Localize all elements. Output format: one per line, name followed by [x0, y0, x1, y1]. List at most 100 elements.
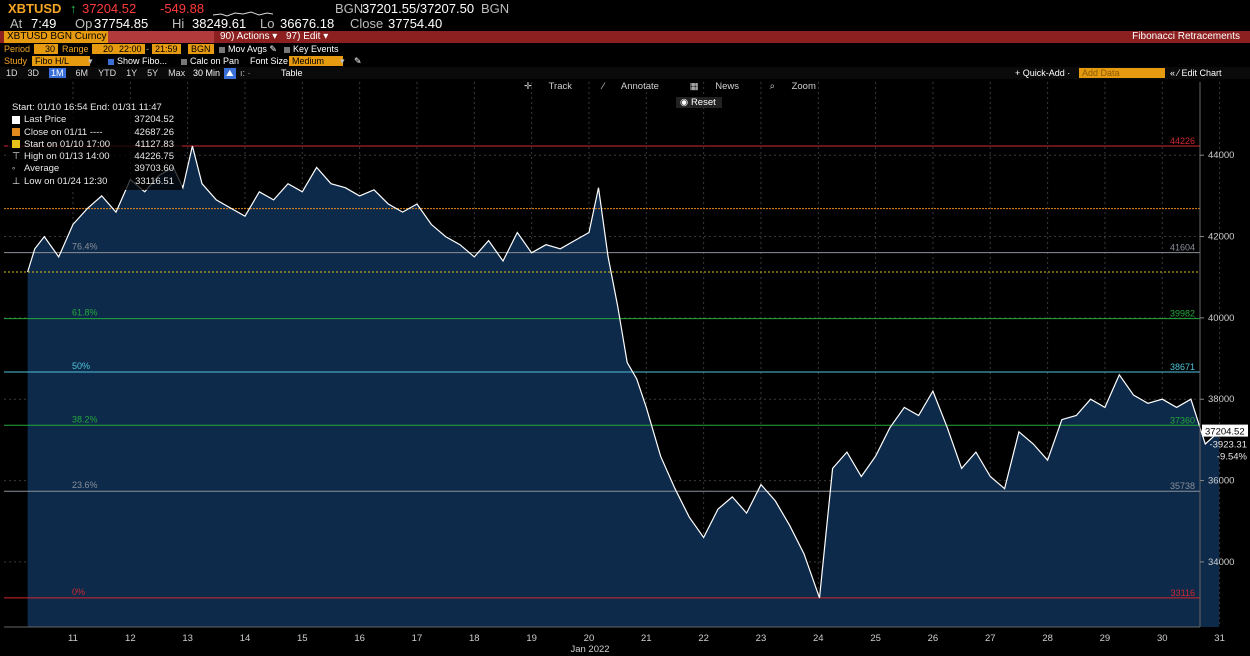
- key-events-option[interactable]: Key Events: [284, 44, 339, 54]
- time-to-field[interactable]: 21:59: [152, 44, 181, 54]
- x-tick-label: 11: [68, 633, 78, 644]
- x-axis-title: Jan 2022: [570, 644, 609, 655]
- x-tick-label: 28: [1042, 633, 1053, 644]
- range-button-max[interactable]: Max: [168, 68, 186, 78]
- price-chart[interactable]: 44226 76.4% 41604 61.8% 39982 50% 38671 38.2% 37…: [0, 80, 1250, 656]
- x-tick-label: 12: [125, 633, 136, 644]
- legend-row: ⊥ Low on 01/24 12:30 33116.51: [12, 176, 178, 188]
- x-tick-label: 22: [698, 633, 709, 644]
- magnifier-icon: ⌕: [769, 81, 778, 92]
- news-label: News: [715, 81, 739, 92]
- calc-on-pan-option[interactable]: Calc on Pan: [181, 56, 239, 66]
- quote-header: XBTUSD ↑ 37204.52 -549.88 BGN 37201.55/3…: [0, 0, 1250, 17]
- table-button[interactable]: Table: [281, 68, 303, 78]
- legend-row: ◦ Average 39703.60: [12, 163, 178, 175]
- range-field[interactable]: 20: [92, 44, 116, 54]
- x-tick-label: 24: [813, 633, 824, 644]
- legend-rows: Last Price 37204.52 Close on 01/11 ---- 426…: [12, 114, 178, 188]
- add-data-field[interactable]: Add Data: [1079, 68, 1165, 78]
- legend-label: Last Price: [24, 114, 67, 126]
- period-field[interactable]: 30: [34, 44, 58, 54]
- range-button-1m[interactable]: 1M: [49, 68, 66, 78]
- annotate-button[interactable]: ⁄ Annotate: [603, 81, 673, 92]
- legend-row: Last Price 37204.52: [12, 114, 178, 126]
- bid-ask-source: BGN: [481, 1, 510, 16]
- fib-level-value: 37360: [1170, 415, 1195, 425]
- pencil-icon[interactable]: ✎: [269, 44, 277, 54]
- fib-levels: 44226 76.4% 41604 61.8% 39982 50% 38671 38.2% 37…: [4, 136, 1200, 599]
- fib-level-value: 44226: [1170, 136, 1195, 146]
- reset-icon: ◉: [680, 97, 691, 108]
- range-label: Range: [62, 44, 89, 54]
- font-size-field[interactable]: Medium: [289, 56, 343, 66]
- chart-type-icon[interactable]: ⛰: [224, 68, 236, 79]
- high-label: Hi: [172, 16, 185, 31]
- x-tick-label: 31: [1214, 633, 1225, 644]
- quick-add-button[interactable]: + Quick-Add ·: [1015, 68, 1071, 78]
- track-label: Track: [548, 81, 573, 92]
- chart-type-dropdown-icon[interactable]: ı: ·: [240, 68, 251, 78]
- zoom-button[interactable]: ⌕ Zoom: [770, 81, 830, 92]
- range-button-ytd[interactable]: YTD: [98, 68, 117, 78]
- mov-avgs-option[interactable]: Mov Avgs ✎: [219, 44, 277, 55]
- last-price: 37204.52: [82, 1, 137, 16]
- key-events-label: Key Events: [293, 44, 339, 54]
- legend-value: 39703.60: [134, 163, 174, 175]
- show-fibo-checkbox[interactable]: [108, 58, 114, 65]
- mov-avgs-label: Mov Avgs: [228, 44, 267, 54]
- fib-level-value: 35738: [1170, 481, 1195, 491]
- security-field-extension: [108, 31, 214, 43]
- study-options: Study Fibo H/L ▾ Show Fibo... Calc on Pa…: [0, 55, 1250, 67]
- last-price-box: [1202, 424, 1248, 437]
- key-events-checkbox[interactable]: [284, 46, 290, 53]
- open-label: Op: [75, 16, 93, 31]
- calc-on-pan-checkbox[interactable]: [181, 58, 187, 65]
- track-button[interactable]: ✛ Track: [524, 81, 586, 92]
- chart-legend: Start: 01/10 16:54 End: 01/31 11:47 Last…: [8, 100, 182, 191]
- change-label: -3923.31: [1209, 440, 1247, 451]
- font-size-dropdown-icon[interactable]: ▾: [340, 56, 345, 66]
- pct-change-label: -9.54%: [1217, 452, 1248, 463]
- price-area: [27, 146, 1220, 627]
- range-button-5y[interactable]: 5Y: [147, 68, 159, 78]
- time-from-field[interactable]: 22:00: [116, 44, 145, 54]
- x-tick-label: 21: [641, 633, 652, 644]
- edit-chart-button[interactable]: « ⁄ Edit Chart: [1170, 68, 1222, 78]
- range-button-3d[interactable]: 3D: [27, 68, 40, 78]
- y-tick-label: 44000: [1208, 150, 1234, 161]
- ticker[interactable]: XBTUSD: [8, 1, 62, 16]
- range-button-6m[interactable]: 6M: [75, 68, 89, 78]
- crosshair-icon: ✛: [524, 81, 535, 92]
- grid: [4, 82, 1221, 627]
- study-field[interactable]: Fibo H/L: [32, 56, 90, 66]
- range-button-1y[interactable]: 1Y: [126, 68, 138, 78]
- annotate-icon: ⁄: [602, 81, 607, 92]
- dot-glyph-icon: ◦: [12, 163, 16, 175]
- chart-controls: ✛ Track ⁄ Annotate ▦ News ⌕ Zoom: [524, 81, 844, 92]
- mov-avgs-checkbox[interactable]: [219, 46, 225, 53]
- legend-value: 42687.26: [134, 126, 174, 138]
- legend-label: High on 01/13 14:00: [24, 151, 110, 163]
- interval-select[interactable]: 30 Min ▼: [193, 68, 232, 78]
- up-arrow-icon: ↑: [70, 1, 77, 16]
- show-fibo-option[interactable]: Show Fibo...: [108, 56, 167, 66]
- x-tick-label: 20: [584, 633, 595, 644]
- high-glyph-icon: ⊤: [12, 151, 21, 163]
- fib-level-label: 38.2%: [72, 414, 98, 424]
- study-label: Study: [4, 56, 28, 66]
- study-dropdown-icon[interactable]: ▾: [88, 56, 93, 66]
- edit-menu[interactable]: 97) Edit ▾: [286, 31, 329, 42]
- actions-menu[interactable]: 90) Actions ▾: [220, 31, 278, 42]
- price-line-path: [27, 145, 1220, 599]
- legend-label: Close on 01/11 ----: [24, 126, 103, 138]
- security-field[interactable]: XBTUSD BGN Curncy: [4, 31, 110, 43]
- y-tick-label: 38000: [1208, 394, 1234, 405]
- orange-square-icon: [12, 127, 24, 139]
- news-button[interactable]: ▦ News: [690, 81, 753, 92]
- reset-button[interactable]: ◉ Reset: [676, 97, 722, 108]
- at-time: 7:49: [31, 16, 57, 31]
- pencil-icon[interactable]: ✎: [354, 56, 362, 66]
- low-glyph-icon: ⊥: [12, 175, 21, 187]
- source-field[interactable]: BGN: [188, 44, 214, 54]
- range-button-1d[interactable]: 1D: [6, 68, 18, 78]
